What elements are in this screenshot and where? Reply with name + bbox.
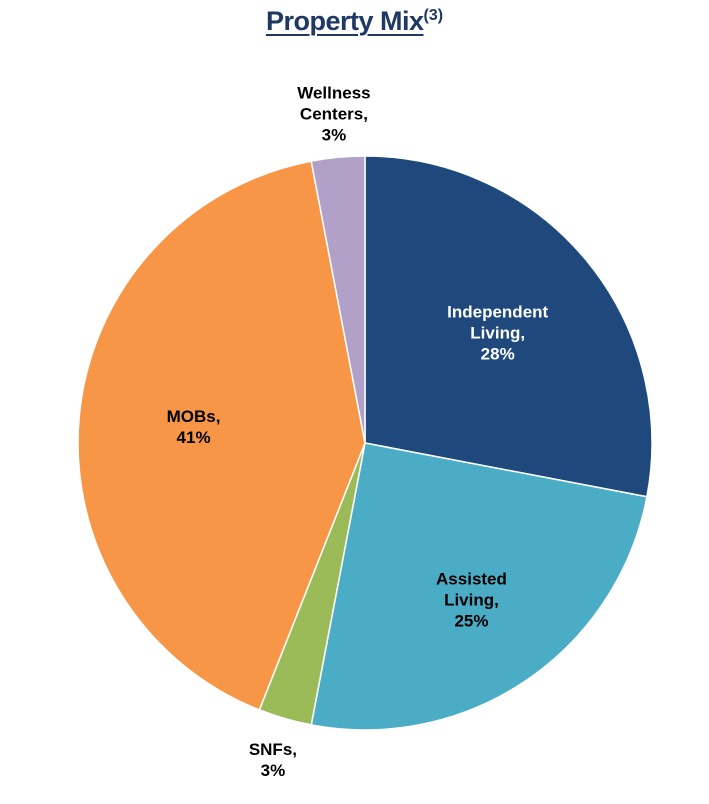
chart-title: Property Mix(3) (0, 6, 709, 37)
pie-slice (364, 155, 653, 498)
pie-slice (310, 442, 648, 731)
pie-slice (310, 155, 366, 444)
slice-value: 3% (321, 125, 347, 145)
slice-value: 41% (176, 427, 211, 447)
title-text: Property Mix (265, 6, 424, 36)
slice-category: Wellness Centers, (297, 83, 371, 124)
slice-category: MOBs, (166, 406, 221, 426)
slice-label: Assisted Living, 25% (409, 568, 533, 631)
slice-category: Independent Living, (447, 302, 549, 343)
slice-label: SNFs, 3% (211, 739, 335, 781)
pie-slice (77, 160, 366, 711)
title-note: (3) (423, 7, 444, 24)
slice-value: 28% (480, 344, 515, 364)
slice-label: Independent Living, 28% (436, 302, 560, 365)
slice-category: SNFs, (248, 739, 297, 759)
slice-value: 3% (260, 760, 286, 780)
slice-label: Wellness Centers, 3% (272, 83, 396, 146)
slice-category: Assisted Living, (436, 569, 507, 610)
slice-value: 25% (454, 611, 489, 631)
slice-label: MOBs, 41% (132, 406, 256, 448)
